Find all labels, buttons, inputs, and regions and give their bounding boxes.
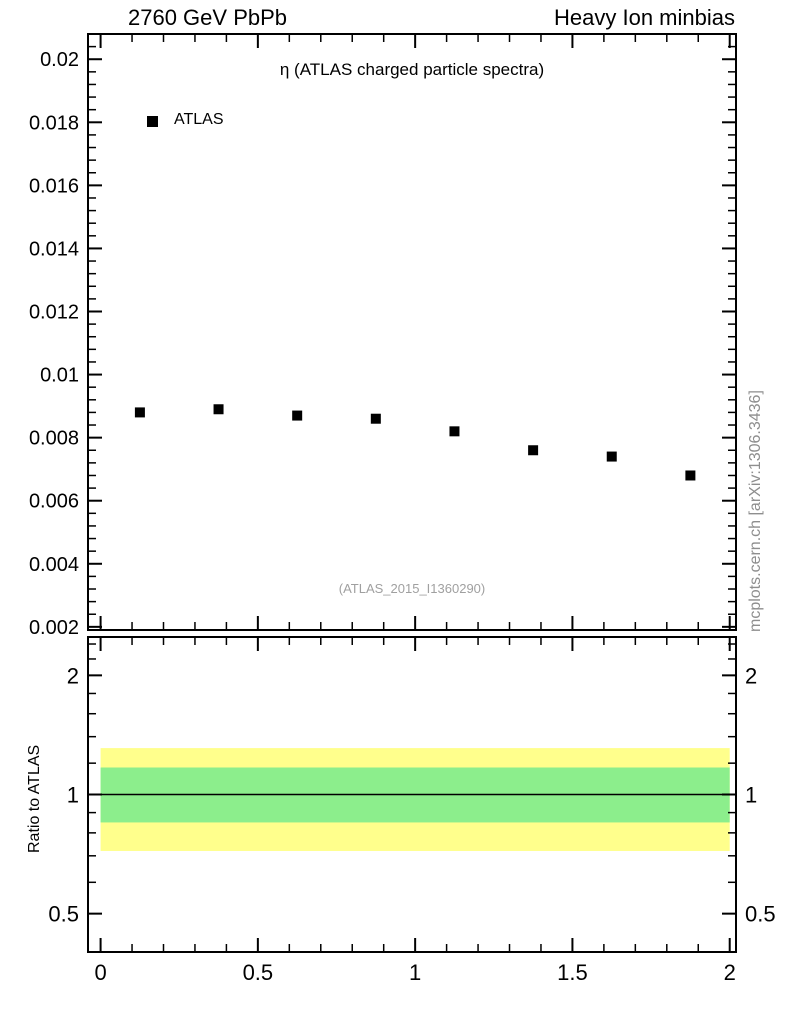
ratio-y-tick-label-right: 1 (745, 783, 757, 808)
x-tick-label: 0 (94, 960, 106, 985)
y-tick-label: 0.01 (40, 365, 79, 387)
data-point (134, 407, 145, 418)
ratio-y-tick-label: 2 (67, 663, 79, 688)
ratio-plot-frame (87, 636, 737, 953)
x-tick-label: 1 (409, 960, 421, 985)
process-label: Heavy Ion minbias (554, 5, 735, 30)
mcplots-arxiv-label: mcplots.cern.ch [arXiv:1306.3436] (747, 390, 764, 632)
main-plot-frame (87, 33, 737, 631)
beam-energy-label: 2760 GeV PbPb (128, 5, 288, 30)
data-point (370, 413, 381, 424)
ratio-axis-label: Ratio to ATLAS (26, 744, 43, 853)
data-point (685, 470, 696, 481)
data-point (449, 426, 460, 437)
y-tick-label: 0.018 (29, 112, 79, 134)
y-tick-label: 0.008 (29, 428, 79, 450)
x-tick-label: 2 (724, 960, 736, 985)
data-point (213, 404, 224, 415)
y-tick-label: 0.004 (29, 554, 79, 576)
y-tick-label: 0.002 (29, 617, 79, 639)
y-tick-label: 0.02 (40, 49, 79, 71)
x-tick-label: 0.5 (243, 960, 274, 985)
y-tick-label: 0.006 (29, 491, 79, 513)
atlas-square-marker-icon (147, 116, 158, 127)
ratio-y-tick-label-right: 2 (745, 663, 757, 688)
y-tick-label: 0.014 (29, 238, 79, 260)
y-tick-label: 0.012 (29, 302, 79, 324)
ratio-y-tick-label-right: 0.5 (745, 902, 776, 927)
data-point (292, 410, 303, 421)
y-tick-label: 0.016 (29, 175, 79, 197)
analysis-id-watermark: (ATLAS_2015_I1360290) (338, 581, 486, 596)
ratio-y-tick-label: 0.5 (48, 902, 79, 927)
data-point (528, 445, 539, 456)
data-point (606, 451, 617, 462)
legend-label: ATLAS (174, 111, 224, 128)
ratio-y-tick-label: 1 (67, 783, 79, 808)
x-tick-label: 1.5 (557, 960, 588, 985)
plot-title: η (ATLAS charged particle spectra) (279, 60, 545, 79)
